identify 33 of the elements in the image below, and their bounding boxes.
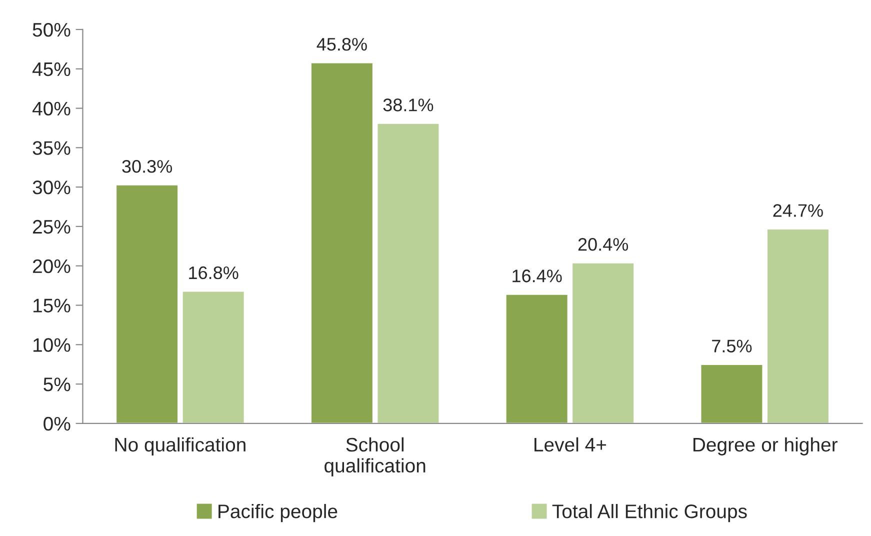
data-label: 38.1% <box>383 98 434 112</box>
y-tick-label: 25% <box>33 220 70 234</box>
x-tick-label: Level 4+ <box>534 437 606 452</box>
bar <box>376 122 440 424</box>
x-tick-label: No qualification <box>115 437 246 456</box>
y-tick-label: 15% <box>34 298 70 312</box>
x-tick-label: Degree or higher <box>693 437 838 456</box>
y-tick-label: 45% <box>32 62 70 76</box>
data-label: 20.4% <box>578 238 628 251</box>
bar <box>766 228 830 424</box>
y-tick-label: 0% <box>44 416 70 431</box>
bar <box>115 184 179 424</box>
bar <box>700 364 764 424</box>
y-tick-label: 10% <box>34 338 70 352</box>
y-tick-label: 30% <box>32 180 70 194</box>
y-tick-label: 20% <box>33 259 70 274</box>
data-label: 30.3% <box>122 160 172 173</box>
x-tick-label: School qualification <box>324 437 426 476</box>
y-tick-label: 5% <box>44 378 70 392</box>
y-tick-label: 40% <box>32 102 70 116</box>
data-label: 16.4% <box>512 270 562 282</box>
bar <box>504 294 569 424</box>
legend-label: Total All Ethnic Groups <box>552 504 747 522</box>
y-tick-label: 35% <box>32 141 70 155</box>
bar <box>571 262 635 424</box>
legend-label: Pacific people <box>218 504 338 522</box>
data-label: 24.7% <box>773 204 823 217</box>
data-label: 45.8% <box>316 38 367 51</box>
y-tick-label: 50% <box>32 22 70 37</box>
bar <box>181 290 246 424</box>
data-label: 16.8% <box>189 266 238 280</box>
data-label: 7.5% <box>712 340 752 352</box>
bar <box>310 62 374 424</box>
